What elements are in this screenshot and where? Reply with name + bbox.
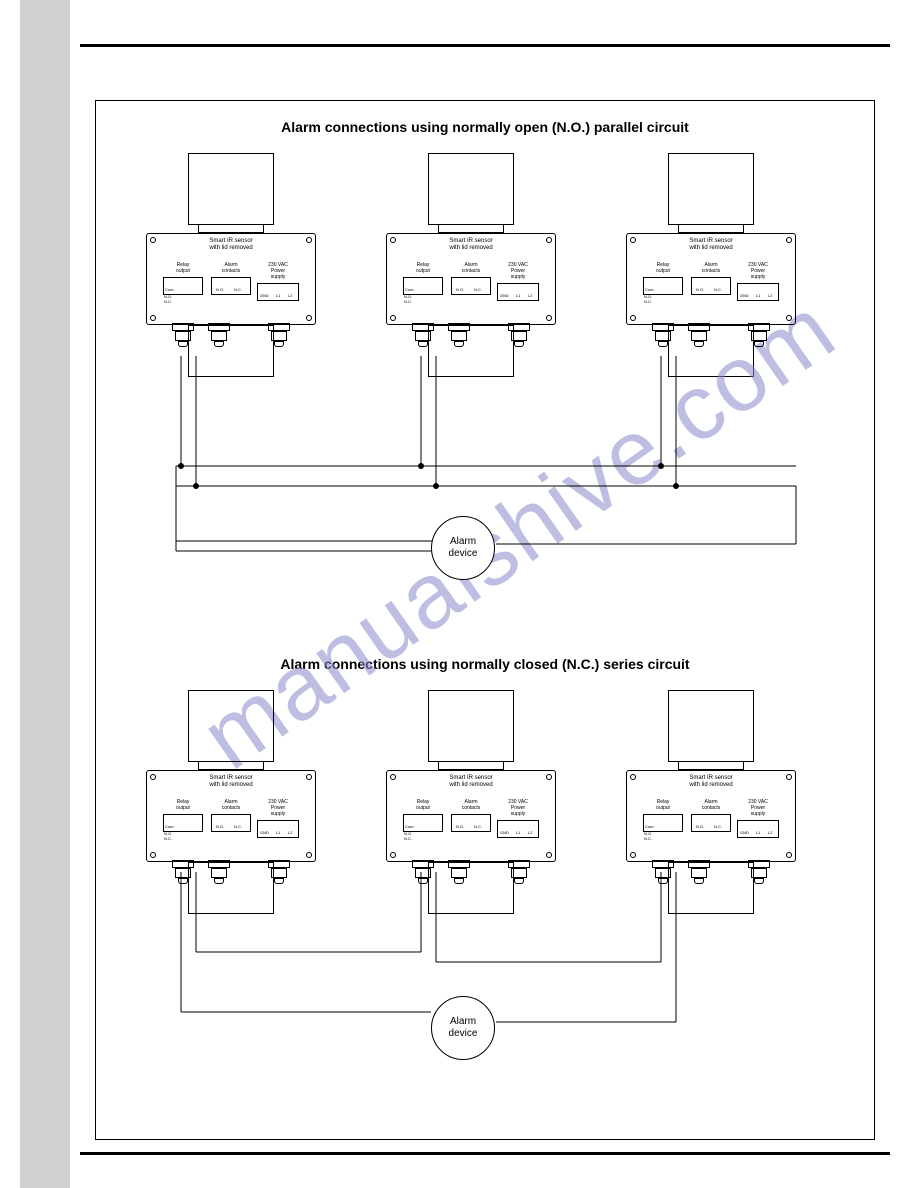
top-rule bbox=[80, 44, 890, 47]
sensor-row-top: Smart IR sensor with lid removed Relay o… bbox=[96, 153, 874, 378]
sensor-unit: Smart IR sensor with lid removed Relay o… bbox=[146, 690, 316, 890]
bus-connect-top bbox=[96, 464, 876, 624]
section1-title: Alarm connections using normally open (N… bbox=[96, 101, 874, 153]
sensor-unit: Smart IR sensor with lid removed Relay o… bbox=[146, 153, 316, 353]
sensor-unit: Smart IR sensor with lid removed Relay o… bbox=[386, 690, 556, 890]
left-sidebar bbox=[20, 0, 70, 1188]
wiring-series bbox=[96, 862, 876, 1092]
section2-title: Alarm connections using normally closed … bbox=[96, 638, 874, 690]
sensor-unit: Smart IR sensor with lid removed Relay o… bbox=[626, 690, 796, 890]
diagram-container: manualshive.com Alarm connections using … bbox=[95, 100, 875, 1140]
bottom-rule bbox=[80, 1152, 890, 1155]
sensor-unit: Smart IR sensor with lid removed Relay o… bbox=[626, 153, 796, 353]
alarm-device-bottom: Alarm device bbox=[431, 996, 495, 1060]
alarm-label: Alarm bbox=[450, 1016, 476, 1028]
alarm-label: device bbox=[449, 1028, 478, 1040]
sensor-unit: Smart IR sensor with lid removed Relay o… bbox=[386, 153, 556, 353]
